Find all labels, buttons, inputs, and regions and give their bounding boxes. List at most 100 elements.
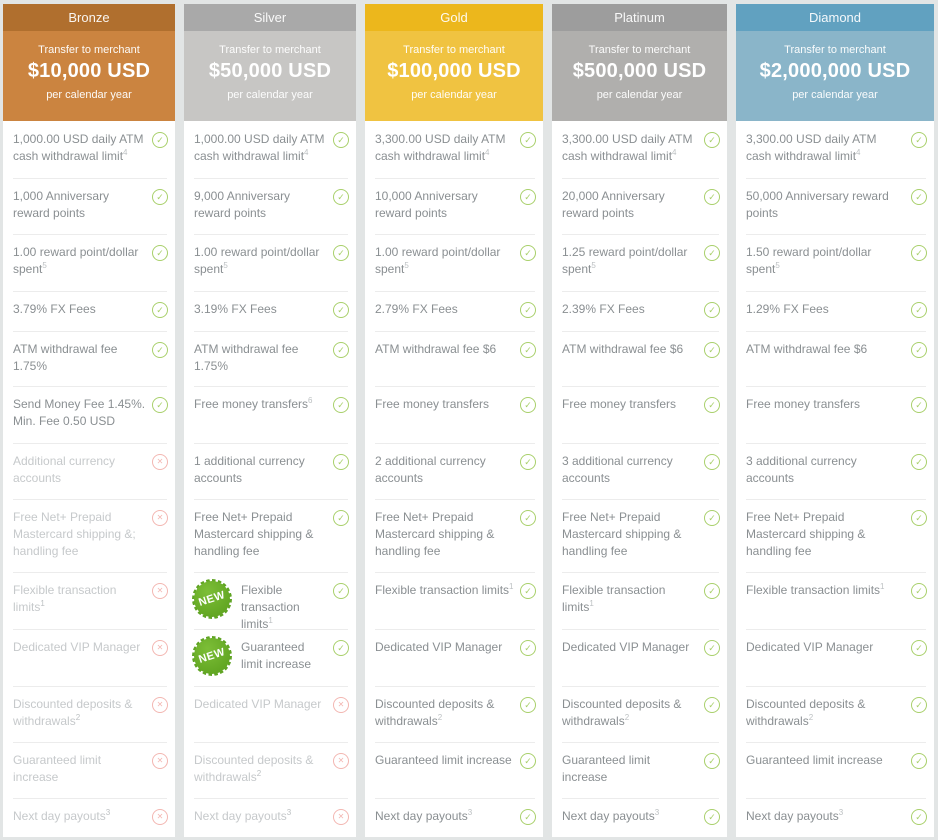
feature-text: 20,000 Anniversary reward points xyxy=(562,188,704,222)
feature-label: 1,000 Anniversary reward points xyxy=(13,189,110,220)
feature-list: 3,300.00 USD daily ATM cash withdrawal l… xyxy=(365,121,543,837)
feature-label: Flexible transaction limits xyxy=(746,583,881,597)
tier-tab: Silver xyxy=(184,4,356,31)
status-glyph: ✕ xyxy=(337,700,345,709)
feature-text: Flexible transaction limits1 xyxy=(375,582,520,599)
feature-row: Discounted deposits & withdrawals2 ✕ xyxy=(184,742,356,798)
feature-label: Free Net+ Prepaid Mastercard shipping & … xyxy=(194,510,314,558)
check-icon: ✓ xyxy=(333,510,349,526)
feature-text: 50,000 Anniversary reward points xyxy=(746,188,911,222)
feature-label: Free Net+ Prepaid Mastercard shipping & … xyxy=(562,510,682,558)
feature-text: 1.29% FX Fees xyxy=(746,301,911,318)
transfer-period: per calendar year xyxy=(596,89,683,101)
feature-row: Discounted deposits & withdrawals2 ✓ xyxy=(552,686,727,742)
feature-text: ATM withdrawal fee 1.75% xyxy=(13,341,152,375)
tier-tab: Gold xyxy=(365,4,543,31)
feature-text: Discounted deposits & withdrawals2 xyxy=(375,696,520,730)
feature-footnote: 2 xyxy=(808,713,814,722)
status-glyph: ✓ xyxy=(337,399,345,410)
status-glyph: ✓ xyxy=(915,456,923,467)
status-glyph: ✓ xyxy=(915,247,923,258)
status-glyph: ✓ xyxy=(915,191,923,202)
feature-label: Send Money Fee 1.45%. Min. Fee 0.50 USD xyxy=(13,397,146,428)
status-glyph: ✓ xyxy=(708,304,716,315)
feature-row: Free money transfers ✓ xyxy=(736,386,934,443)
cross-icon: ✕ xyxy=(152,809,168,825)
feature-row: Guaranteed limit increase ✓ xyxy=(736,742,934,798)
transfer-period: per calendar year xyxy=(792,89,878,101)
feature-text: Free money transfers xyxy=(375,396,520,413)
feature-row: Next day payouts3 ✓ xyxy=(365,798,543,837)
status-glyph: ✓ xyxy=(708,247,716,258)
tier-name: Bronze xyxy=(68,10,110,25)
check-icon: ✓ xyxy=(520,697,536,713)
feature-label: 1.00 reward point/dollar spent xyxy=(375,245,501,276)
feature-label: 1,000.00 USD daily ATM cash withdrawal l… xyxy=(13,132,144,163)
feature-label: 50,000 Anniversary reward points xyxy=(746,189,889,220)
feature-text: Free money transfers xyxy=(746,396,911,413)
status-glyph: ✓ xyxy=(915,304,923,315)
feature-footnote: 4 xyxy=(123,148,128,157)
feature-footnote: 5 xyxy=(223,261,228,270)
feature-text: Additional currency accounts xyxy=(13,453,152,487)
feature-footnote: 3 xyxy=(286,808,292,817)
status-glyph: ✕ xyxy=(156,586,164,595)
feature-row: Discounted deposits & withdrawals2 ✓ xyxy=(365,686,543,742)
check-icon: ✓ xyxy=(704,397,720,413)
feature-text: Flexible transaction limits1 xyxy=(241,582,333,633)
status-glyph: ✓ xyxy=(156,344,164,355)
feature-text: Dedicated VIP Manager xyxy=(194,696,333,713)
feature-text: ATM withdrawal fee $6 xyxy=(375,341,520,358)
new-badge: NEW xyxy=(192,636,232,676)
status-glyph: ✕ xyxy=(156,513,164,522)
feature-text: Guaranteed limit increase xyxy=(746,752,911,769)
status-glyph: ✕ xyxy=(156,700,164,709)
status-glyph: ✓ xyxy=(708,699,716,710)
transfer-label: Transfer to merchant xyxy=(784,44,886,56)
check-icon: ✓ xyxy=(704,697,720,713)
feature-row: 1.00 reward point/dollar spent5 ✓ xyxy=(365,234,543,291)
tier-column: Diamond Transfer to merchant $2,000,000 … xyxy=(736,4,934,837)
status-glyph: ✓ xyxy=(708,134,716,145)
tier-panel: Transfer to merchant $100,000 USD per ca… xyxy=(365,31,543,121)
status-glyph: ✓ xyxy=(915,399,923,410)
status-glyph: ✓ xyxy=(524,191,532,202)
feature-row: ATM withdrawal fee 1.75% ✓ xyxy=(184,331,356,386)
feature-label: 3,300.00 USD daily ATM cash withdrawal l… xyxy=(375,132,506,163)
feature-text: 3.19% FX Fees xyxy=(194,301,333,318)
feature-label: ATM withdrawal fee $6 xyxy=(375,342,497,356)
feature-row: 1,000.00 USD daily ATM cash withdrawal l… xyxy=(184,121,356,178)
tier-name: Platinum xyxy=(614,10,665,25)
check-icon: ✓ xyxy=(704,342,720,358)
feature-text: 1,000.00 USD daily ATM cash withdrawal l… xyxy=(194,131,333,165)
feature-footnote: 4 xyxy=(485,148,490,157)
feature-label: Discounted deposits & withdrawals xyxy=(13,697,133,728)
feature-label: Discounted deposits & withdrawals xyxy=(746,697,866,728)
feature-row: Guaranteed limit increase ✓ xyxy=(365,742,543,798)
transfer-period: per calendar year xyxy=(46,89,132,101)
feature-row: 50,000 Anniversary reward points ✓ xyxy=(736,178,934,234)
feature-list: 3,300.00 USD daily ATM cash withdrawal l… xyxy=(736,121,934,837)
status-glyph: ✓ xyxy=(337,304,345,315)
check-icon: ✓ xyxy=(911,640,927,656)
feature-footnote: 2 xyxy=(624,713,630,722)
feature-row: 3.79% FX Fees ✓ xyxy=(3,291,175,331)
feature-row: Dedicated VIP Manager ✓ xyxy=(736,629,934,686)
check-icon: ✓ xyxy=(333,342,349,358)
feature-text: Dedicated VIP Manager xyxy=(746,639,911,656)
feature-row: Next day payouts3 ✓ xyxy=(736,798,934,837)
feature-row: Dedicated VIP Manager ✓ xyxy=(365,629,543,686)
feature-label: 2.39% FX Fees xyxy=(562,302,645,316)
status-glyph: ✓ xyxy=(915,811,923,822)
feature-row: 10,000 Anniversary reward points ✓ xyxy=(365,178,543,234)
check-icon: ✓ xyxy=(911,510,927,526)
status-glyph: ✓ xyxy=(524,304,532,315)
feature-text: 3,300.00 USD daily ATM cash withdrawal l… xyxy=(562,131,704,165)
status-glyph: ✓ xyxy=(337,512,345,523)
feature-label: Dedicated VIP Manager xyxy=(194,697,322,711)
feature-row: 3,300.00 USD daily ATM cash withdrawal l… xyxy=(736,121,934,178)
feature-row: NEW Flexible transaction limits1 ✓ xyxy=(184,572,356,631)
feature-text: Next day payouts3 xyxy=(194,808,333,825)
feature-text: Flexible transaction limits1 xyxy=(562,582,704,616)
